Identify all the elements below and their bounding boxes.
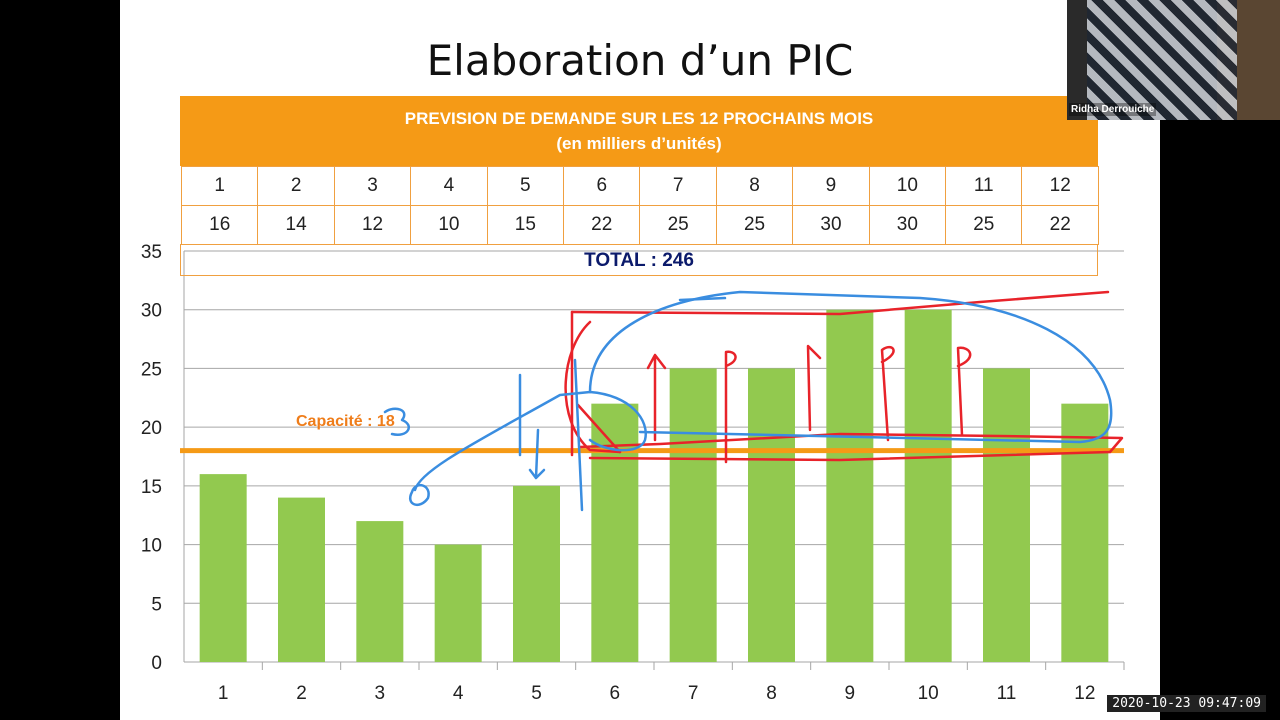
x-tick-label: 10	[918, 683, 939, 704]
y-tick-label: 20	[141, 418, 162, 439]
y-tick-label: 25	[141, 359, 162, 380]
demand-cell: 25	[639, 205, 717, 245]
bar	[748, 368, 795, 662]
month-cell: 7	[639, 166, 717, 206]
month-cell: 2	[257, 166, 335, 206]
bar	[591, 403, 639, 662]
demand-cell: 22	[1021, 205, 1099, 245]
webcam-video-tile[interactable]: Ridha Derrouiche	[1067, 0, 1280, 120]
demand-cell: 22	[563, 205, 641, 245]
demand-table-units: (en milliers d’unités)	[556, 134, 722, 153]
capacity-label: Capacité : 18	[296, 413, 395, 430]
bar	[826, 309, 874, 662]
x-tick-label: 7	[688, 683, 699, 704]
recording-timestamp: 2020-10-23 09:47:09	[1107, 695, 1266, 712]
bar	[278, 497, 325, 662]
x-tick-label: 4	[453, 683, 464, 704]
bar	[904, 309, 952, 662]
demand-table-header: PREVISION DE DEMANDE SUR LES 12 PROCHAIN…	[180, 96, 1098, 166]
y-tick-label: 0	[151, 653, 162, 674]
demand-cell: 30	[792, 205, 870, 245]
month-cell: 11	[945, 166, 1023, 206]
bar	[356, 521, 404, 662]
demand-cell: 30	[868, 205, 947, 245]
month-cell: 10	[868, 166, 947, 206]
month-cell: 4	[410, 166, 488, 206]
demand-forecast-table: 1 2 3 4 5 6 7 8 9 10 11 12 16 14 12 10 15 22 25 25 30 30 25 22	[180, 166, 1099, 245]
x-tick-label: 12	[1074, 683, 1095, 704]
y-axis-ticks: 0 5 10 15 20 25 30 35	[141, 242, 162, 674]
x-tick-label: 11	[997, 683, 1017, 704]
x-tick-label: 2	[296, 683, 307, 704]
y-tick-label: 10	[141, 536, 162, 557]
bar	[199, 474, 247, 662]
month-cell: 12	[1021, 166, 1099, 206]
y-tick-label: 35	[141, 242, 162, 263]
demand-cell: 12	[333, 205, 412, 245]
bar	[434, 544, 482, 662]
y-tick-label: 30	[141, 301, 162, 322]
month-cell: 8	[715, 166, 794, 206]
bar	[1061, 403, 1109, 662]
x-tick-label: 9	[845, 683, 856, 704]
demand-table-title: PREVISION DE DEMANDE SUR LES 12 PROCHAIN…	[404, 109, 874, 128]
bar	[983, 368, 1030, 662]
demand-cell: 25	[945, 205, 1023, 245]
bar	[513, 485, 560, 662]
demand-cell: 15	[486, 205, 565, 245]
month-cell: 1	[180, 166, 259, 206]
x-tick-label: 5	[531, 683, 542, 704]
presentation-slide: 0 5 10 15 20 25 30 35 1 2 3 4 5 6 7 8 9 10 11 12 Elab	[120, 0, 1160, 720]
demand-cell: 14	[257, 205, 335, 245]
y-tick-label: 5	[151, 594, 162, 615]
x-tick-label: 8	[766, 683, 777, 704]
y-tick-label: 15	[141, 477, 162, 498]
demand-row: 16 14 12 10 15 22 25 25 30 30 25 22	[180, 205, 1099, 245]
demand-cell: 25	[715, 205, 794, 245]
x-tick-label: 3	[375, 683, 386, 704]
month-cell: 9	[792, 166, 870, 206]
chart-bars	[199, 309, 1109, 662]
speaker-video	[1087, 0, 1237, 120]
months-row: 1 2 3 4 5 6 7 8 9 10 11 12	[180, 166, 1099, 206]
demand-cell: 10	[410, 205, 488, 245]
demand-cell: 16	[180, 205, 259, 245]
month-cell: 6	[563, 166, 641, 206]
participant-name: Ridha Derrouiche	[1069, 103, 1157, 116]
month-cell: 5	[486, 166, 565, 206]
slide-title: Elaboration d’un PIC	[426, 36, 854, 85]
x-axis-ticks: 1 2 3 4 5 6 7 8 9 10 11 12	[218, 662, 1125, 704]
bar	[669, 368, 717, 662]
x-tick-label: 1	[218, 683, 229, 704]
total-demand: TOTAL : 246	[180, 244, 1098, 276]
handwritten-annotations	[383, 290, 1124, 512]
month-cell: 3	[333, 166, 412, 206]
x-tick-label: 6	[610, 683, 621, 704]
